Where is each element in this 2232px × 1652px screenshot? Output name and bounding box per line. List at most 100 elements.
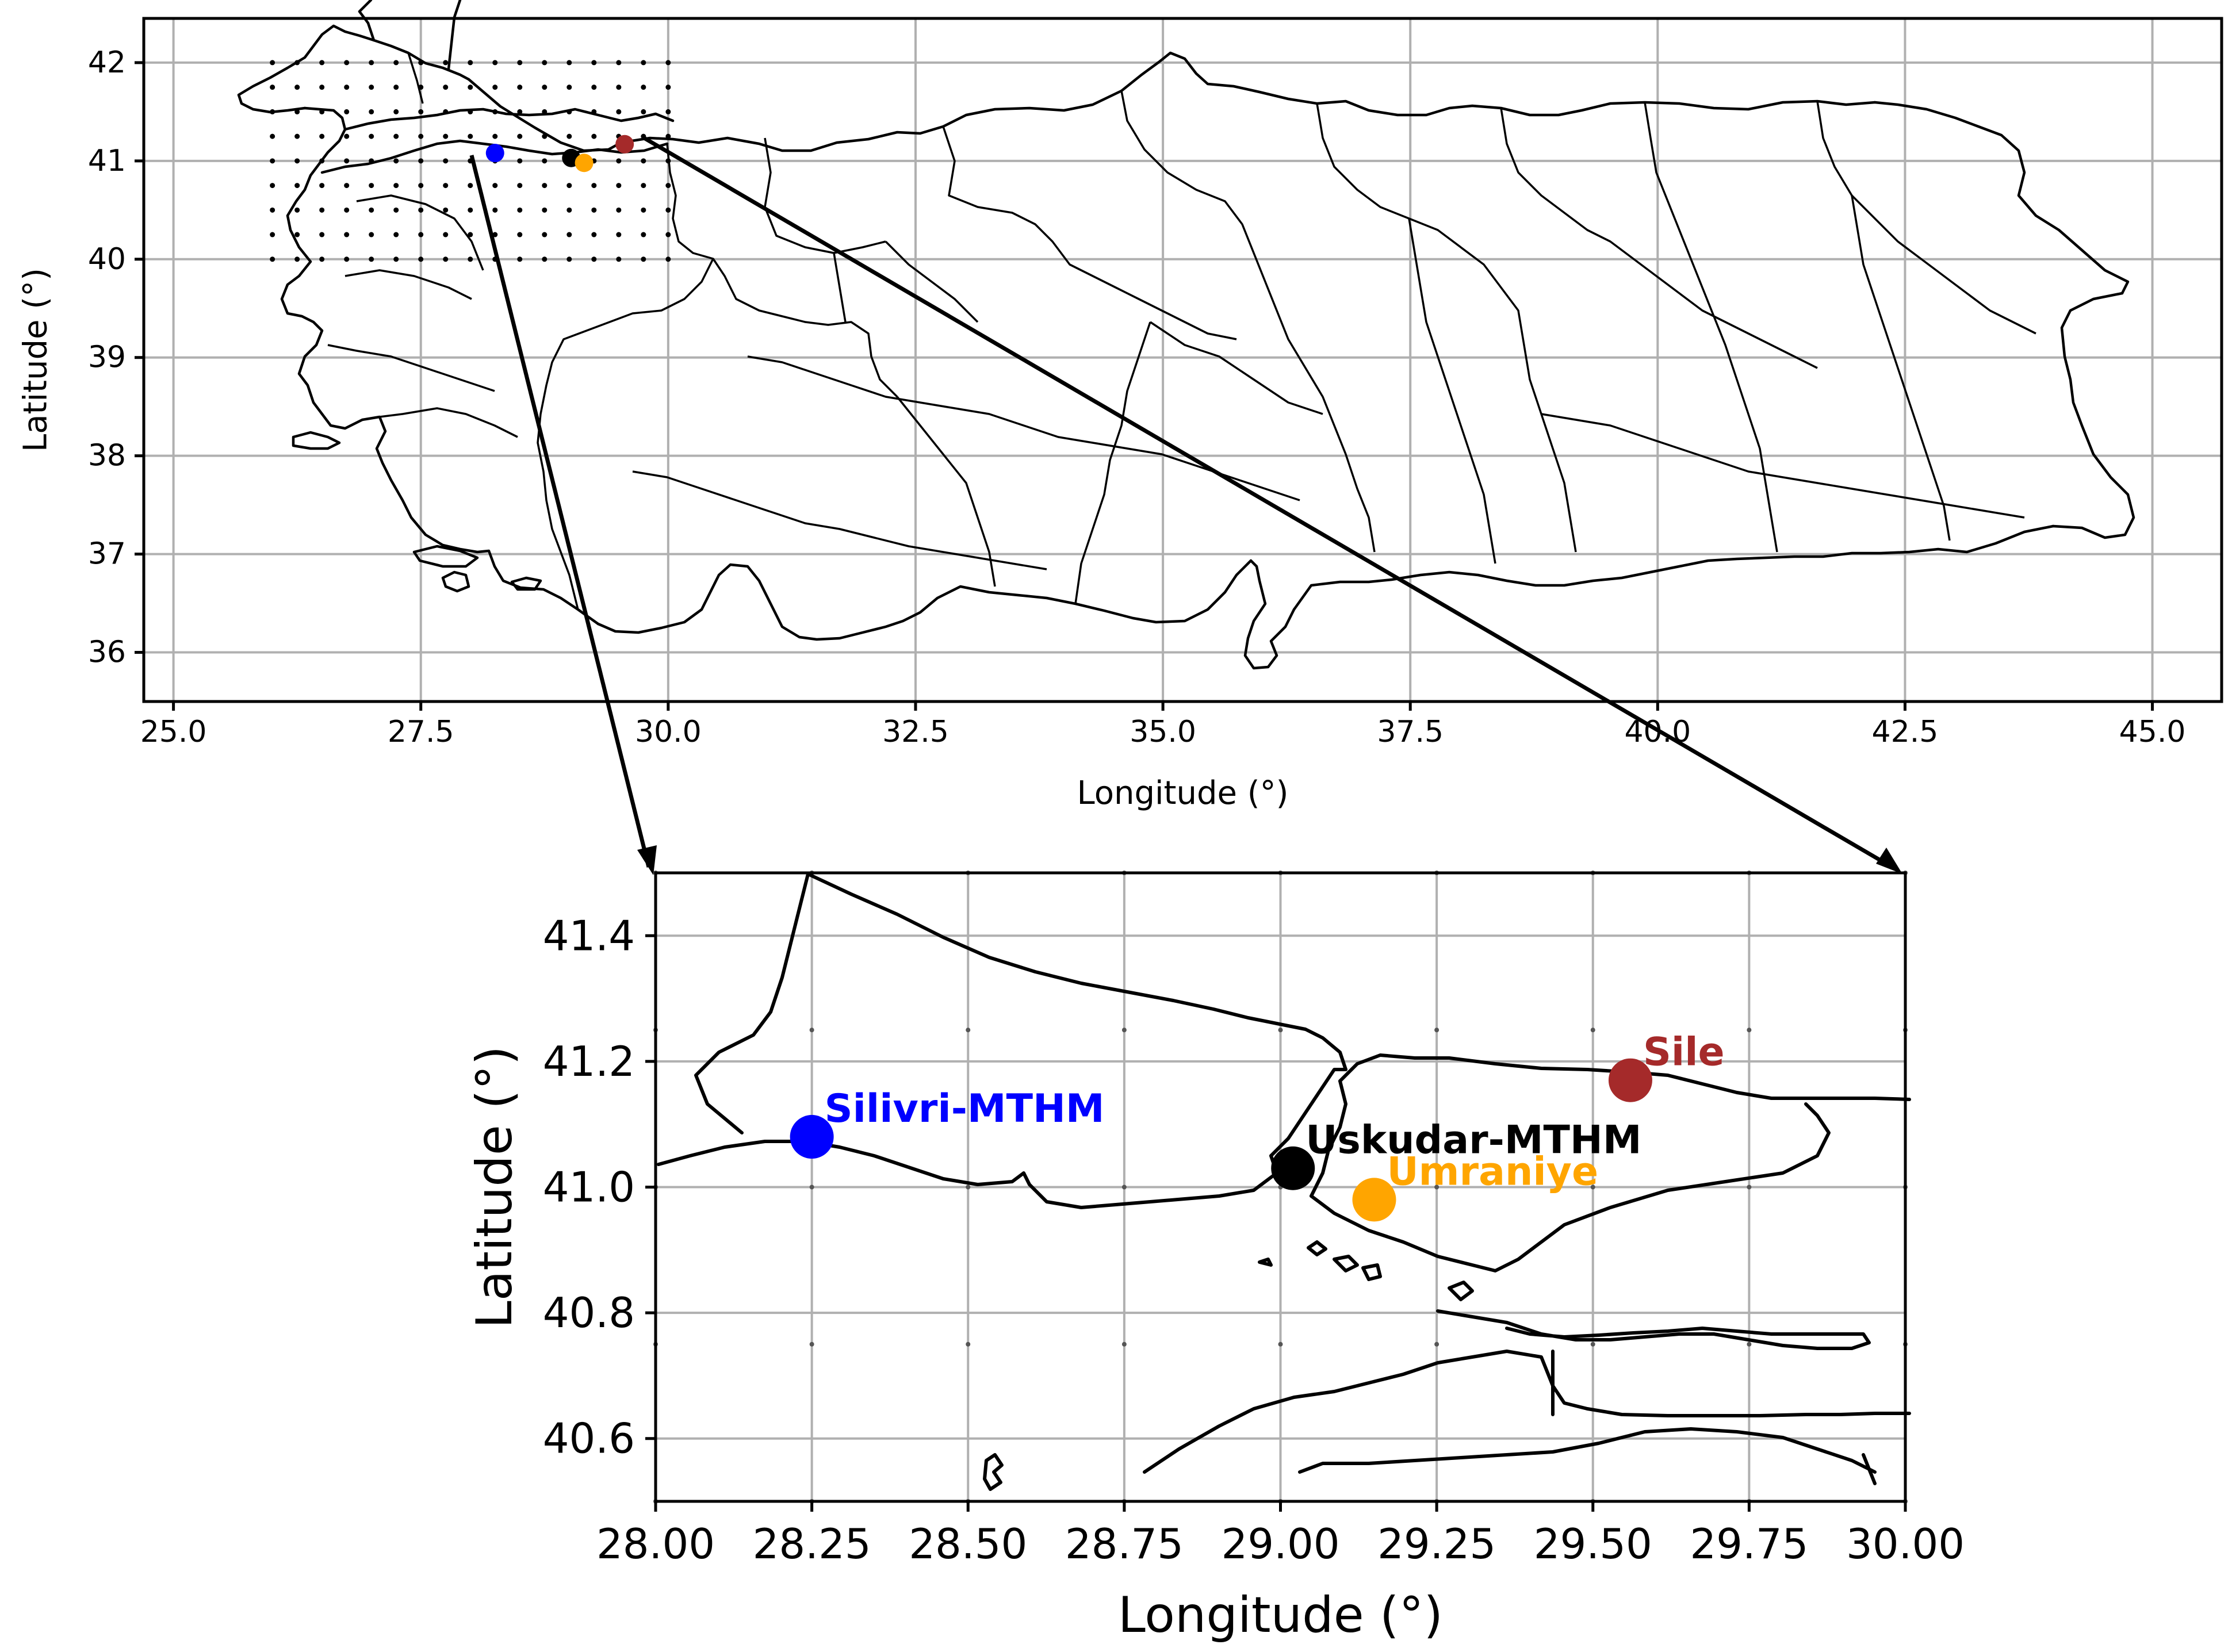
province-borders [327, 52, 2036, 610]
island-2 [412, 545, 479, 568]
grid-point [319, 133, 325, 139]
grid-point [418, 133, 424, 139]
grid-point [566, 207, 572, 213]
overview-xtick-label: 30.0 [635, 715, 702, 749]
kocaeli-north-coast [1310, 1079, 1347, 1198]
black-sea-coast-west [806, 872, 1347, 1071]
grid-point [566, 183, 572, 189]
grid-point [517, 158, 523, 164]
zoom-xtick-label: 28.25 [753, 1520, 871, 1568]
grid-point [468, 133, 473, 139]
grid-point [665, 207, 671, 213]
overview-ytick-label: 38 [88, 439, 126, 473]
grid-point [294, 256, 300, 262]
overview-xlabel: Longitude (°) [1077, 775, 1288, 812]
grid-point [468, 183, 473, 189]
grid-point [809, 1028, 814, 1033]
marmara-island [983, 1453, 1004, 1491]
grid-point [1121, 1185, 1127, 1190]
grid-point [393, 207, 399, 213]
grid-point [418, 256, 424, 262]
overview-grid-points [270, 60, 671, 262]
grid-point [665, 183, 671, 189]
grid-point [319, 232, 325, 237]
grid-point [542, 158, 548, 164]
grid-point [344, 158, 350, 164]
zoom-xtick-label: 29.25 [1377, 1520, 1496, 1568]
grid-point [344, 60, 350, 66]
zoom-xtick-label: 29.50 [1534, 1520, 1652, 1568]
grid-point [641, 60, 646, 66]
overview-xtick-label: 32.5 [882, 715, 949, 749]
zoom-ytick-label: 41.0 [543, 1163, 635, 1212]
grid-point [344, 207, 350, 213]
grid-point [665, 85, 671, 90]
grid-point [591, 232, 597, 237]
grid-point [1747, 1028, 1752, 1033]
island-1 [292, 431, 341, 450]
grid-point [393, 109, 399, 114]
grid-point [344, 232, 350, 237]
grid-point [369, 60, 374, 66]
grid-point [1747, 1185, 1752, 1190]
grid-point [641, 207, 646, 213]
grid-point [393, 60, 399, 66]
overview-ytick-label: 42 [88, 45, 126, 80]
izmit-gulf-south [1436, 1309, 1871, 1350]
grid-point [443, 133, 449, 139]
grid-point [443, 183, 449, 189]
grid-point [319, 183, 325, 189]
station-marker [790, 1115, 834, 1159]
grid-point [1278, 1028, 1283, 1033]
overview-ytick-label: 37 [88, 537, 126, 572]
grid-point [294, 183, 300, 189]
grid-point [517, 109, 523, 114]
grid-point [468, 256, 473, 262]
grid-point [616, 109, 622, 114]
grid-point [443, 232, 449, 237]
grid-point [418, 183, 424, 189]
grid-point [517, 207, 523, 213]
station-marker [575, 154, 594, 173]
overview-ytick-label: 40 [88, 242, 126, 277]
grid-point [1590, 1341, 1595, 1347]
grid-point [1121, 1341, 1127, 1347]
turkey-hatay [1243, 559, 1296, 670]
grid-point [665, 109, 671, 114]
overview-frame [142, 17, 2223, 703]
zoom-frame [654, 871, 1907, 1503]
grid-point [393, 133, 399, 139]
grid-point [1434, 1185, 1439, 1190]
station-marker [1608, 1058, 1652, 1102]
grid-point [369, 256, 374, 262]
grid-point [418, 207, 424, 213]
grid-point [492, 183, 498, 189]
grid-point [393, 158, 399, 164]
grid-point [344, 256, 350, 262]
zoom-coastlines [657, 872, 1911, 1491]
grid-point [591, 133, 597, 139]
grid-point [665, 60, 671, 66]
grid-point [1590, 1185, 1595, 1190]
overview-xtick-label: 42.5 [1872, 715, 1939, 749]
grid-point [616, 232, 622, 237]
grid-point [270, 207, 275, 213]
turkey-north-coast [467, 51, 1877, 152]
grid-point [319, 85, 325, 90]
overview-grid [144, 18, 2222, 702]
grid-point [517, 256, 523, 262]
grid-point [641, 183, 646, 189]
grid-point [294, 232, 300, 237]
grid-point [369, 133, 374, 139]
grid-point [616, 158, 622, 164]
grid-point [616, 207, 622, 213]
grid-point [616, 256, 622, 262]
overview-ytick-label: 36 [88, 635, 126, 670]
princes-islands [1258, 1240, 1474, 1301]
station-marker [1352, 1178, 1396, 1222]
grid-point [319, 207, 325, 213]
zoom-ytick-label: 41.2 [543, 1037, 635, 1086]
grid-point [492, 85, 498, 90]
grid-point [393, 232, 399, 237]
grid-point [468, 60, 473, 66]
